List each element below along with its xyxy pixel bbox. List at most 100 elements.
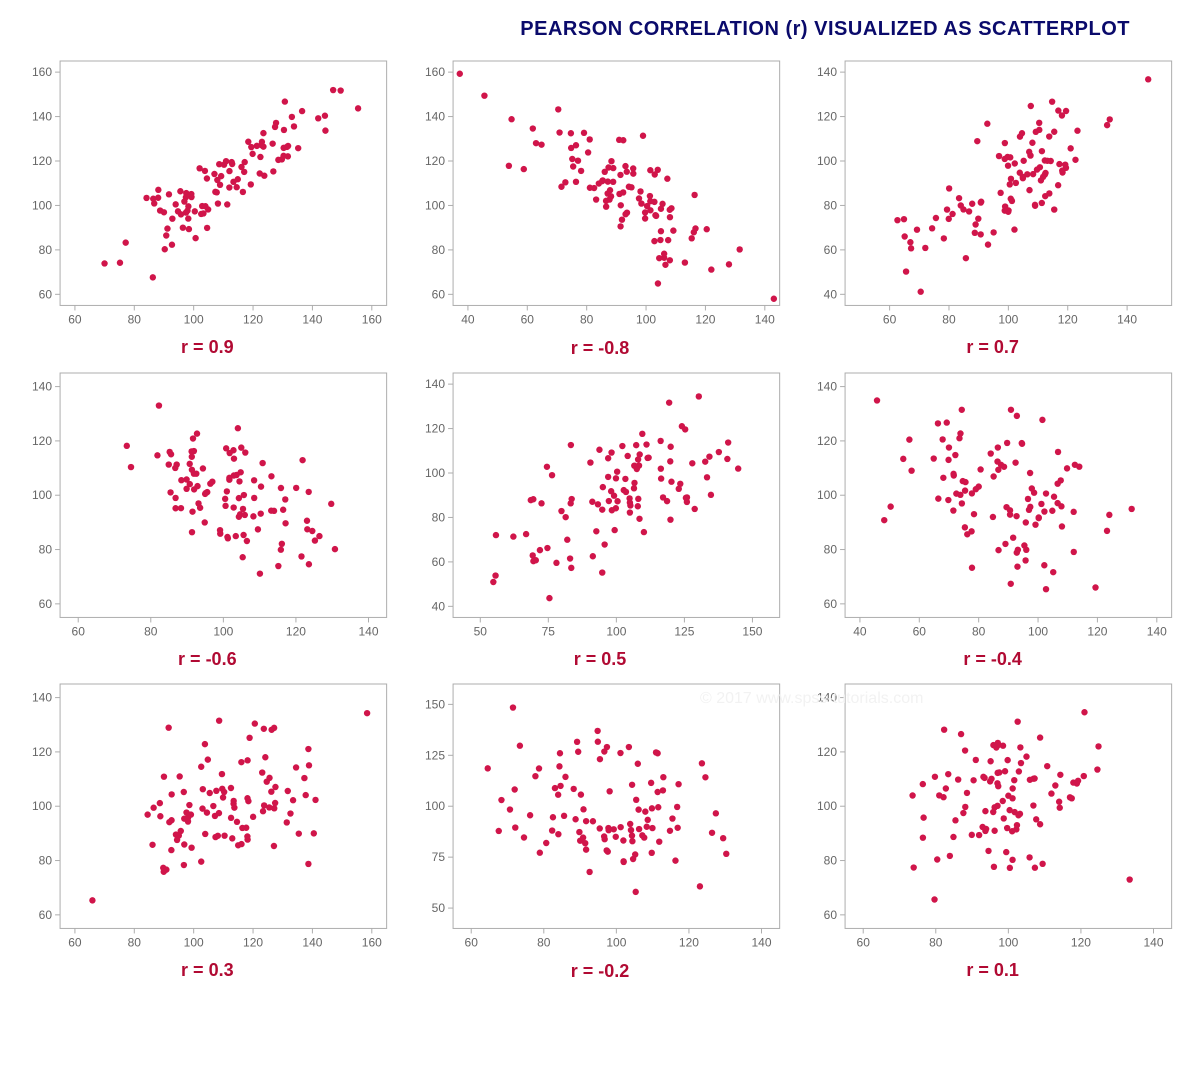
svg-text:125: 125 [425, 748, 445, 762]
r-label: r = 0.9 [181, 337, 234, 358]
panel: 6080100120140406080100120140r = 0.7 [807, 55, 1178, 359]
svg-text:80: 80 [39, 542, 53, 556]
svg-text:100: 100 [425, 466, 445, 480]
svg-text:60: 60 [824, 596, 838, 610]
r-label: r = -0.8 [571, 338, 630, 359]
svg-text:80: 80 [128, 312, 142, 326]
svg-text:120: 120 [286, 624, 306, 638]
svg-text:140: 140 [1117, 312, 1137, 326]
scatter-plot: 6080100120140406080100120140 [807, 55, 1178, 333]
svg-text:150: 150 [425, 697, 445, 711]
scatter-plot: 60801001201406080100120140 [807, 678, 1178, 956]
svg-text:120: 120 [425, 154, 445, 168]
svg-text:80: 80 [824, 542, 838, 556]
svg-text:40: 40 [461, 312, 475, 326]
svg-text:60: 60 [824, 243, 838, 257]
svg-text:140: 140 [817, 691, 837, 705]
svg-text:80: 80 [580, 312, 594, 326]
panel: 60801001201406080100120140r = 0.1 [807, 678, 1178, 982]
svg-text:60: 60 [824, 908, 838, 922]
svg-text:120: 120 [1088, 624, 1108, 638]
svg-text:160: 160 [362, 312, 382, 326]
svg-text:60: 60 [72, 624, 86, 638]
svg-text:80: 80 [824, 854, 838, 868]
svg-text:40: 40 [854, 624, 868, 638]
r-label: r = 0.3 [181, 960, 234, 981]
svg-text:120: 120 [695, 312, 715, 326]
panel: 60801001201406080100120140r = -0.6 [22, 367, 393, 671]
svg-text:120: 120 [32, 745, 52, 759]
svg-text:40: 40 [824, 287, 838, 301]
svg-text:140: 140 [817, 379, 837, 393]
svg-text:60: 60 [464, 935, 478, 949]
svg-text:60: 60 [520, 312, 534, 326]
svg-text:140: 140 [32, 379, 52, 393]
r-label: r = -0.6 [178, 649, 237, 670]
r-label: r = 0.1 [966, 960, 1019, 981]
svg-text:120: 120 [243, 935, 263, 949]
svg-text:80: 80 [431, 510, 445, 524]
panel: 4060801001201406080100120140160r = -0.8 [415, 55, 786, 359]
svg-text:140: 140 [751, 935, 771, 949]
svg-text:140: 140 [425, 377, 445, 391]
svg-text:60: 60 [857, 935, 871, 949]
svg-text:75: 75 [431, 850, 445, 864]
svg-text:60: 60 [39, 908, 53, 922]
svg-text:50: 50 [431, 901, 445, 915]
scatter-plot: 4060801001201406080100120140 [807, 367, 1178, 645]
svg-text:100: 100 [213, 624, 233, 638]
svg-text:120: 120 [817, 110, 837, 124]
svg-text:140: 140 [358, 624, 378, 638]
scatter-plot: 60801001201406080100120140 [22, 367, 393, 645]
svg-text:100: 100 [184, 935, 204, 949]
panel: 4060801001201406080100120140r = -0.4 [807, 367, 1178, 671]
svg-text:140: 140 [754, 312, 774, 326]
scatter-plot: 5075100125150406080100120140 [415, 367, 786, 646]
svg-text:140: 140 [302, 935, 322, 949]
svg-text:160: 160 [32, 65, 52, 79]
svg-text:60: 60 [39, 287, 53, 301]
svg-text:80: 80 [824, 198, 838, 212]
svg-text:140: 140 [302, 312, 322, 326]
svg-text:80: 80 [431, 243, 445, 257]
svg-text:80: 80 [929, 935, 943, 949]
svg-text:150: 150 [742, 624, 762, 638]
svg-text:100: 100 [636, 312, 656, 326]
svg-text:100: 100 [817, 154, 837, 168]
svg-text:60: 60 [913, 624, 927, 638]
scatter-plot: 60801001201401606080100120140 [22, 678, 393, 956]
svg-text:120: 120 [32, 154, 52, 168]
svg-text:100: 100 [817, 799, 837, 813]
svg-text:60: 60 [68, 312, 82, 326]
svg-text:140: 140 [817, 65, 837, 79]
panel: 60801001201401606080100120140r = 0.3 [22, 678, 393, 982]
svg-text:80: 80 [144, 624, 158, 638]
svg-text:60: 60 [431, 287, 445, 301]
svg-text:100: 100 [606, 624, 626, 638]
svg-text:120: 120 [1071, 935, 1091, 949]
figure: PEARSON CORRELATION (r) VISUALIZED AS SC… [0, 0, 1200, 1000]
svg-text:120: 120 [817, 745, 837, 759]
svg-text:120: 120 [1058, 312, 1078, 326]
scatter-plot: 60801001201401606080100120140160 [22, 55, 393, 333]
panel: 60801001201405075100125150r = -0.2 [415, 678, 786, 982]
svg-text:120: 120 [243, 312, 263, 326]
svg-text:140: 140 [425, 110, 445, 124]
svg-text:125: 125 [674, 624, 694, 638]
svg-text:100: 100 [32, 799, 52, 813]
scatter-plot: 4060801001201406080100120140160 [415, 55, 786, 334]
svg-text:140: 140 [32, 110, 52, 124]
svg-text:100: 100 [32, 488, 52, 502]
svg-text:100: 100 [1028, 624, 1048, 638]
panel: 5075100125150406080100120140r = 0.5 [415, 367, 786, 671]
svg-text:120: 120 [679, 935, 699, 949]
svg-text:100: 100 [817, 488, 837, 502]
svg-text:100: 100 [425, 198, 445, 212]
svg-text:75: 75 [541, 624, 555, 638]
svg-text:60: 60 [68, 935, 82, 949]
r-label: r = 0.5 [574, 649, 627, 670]
r-label: r = -0.2 [571, 961, 630, 982]
panel-grid: 60 80 100 120 140 160 60 80 100 120 140 160 r = 0.9 4… [22, 55, 1178, 982]
svg-text:100: 100 [999, 935, 1019, 949]
svg-text:100: 100 [606, 935, 626, 949]
